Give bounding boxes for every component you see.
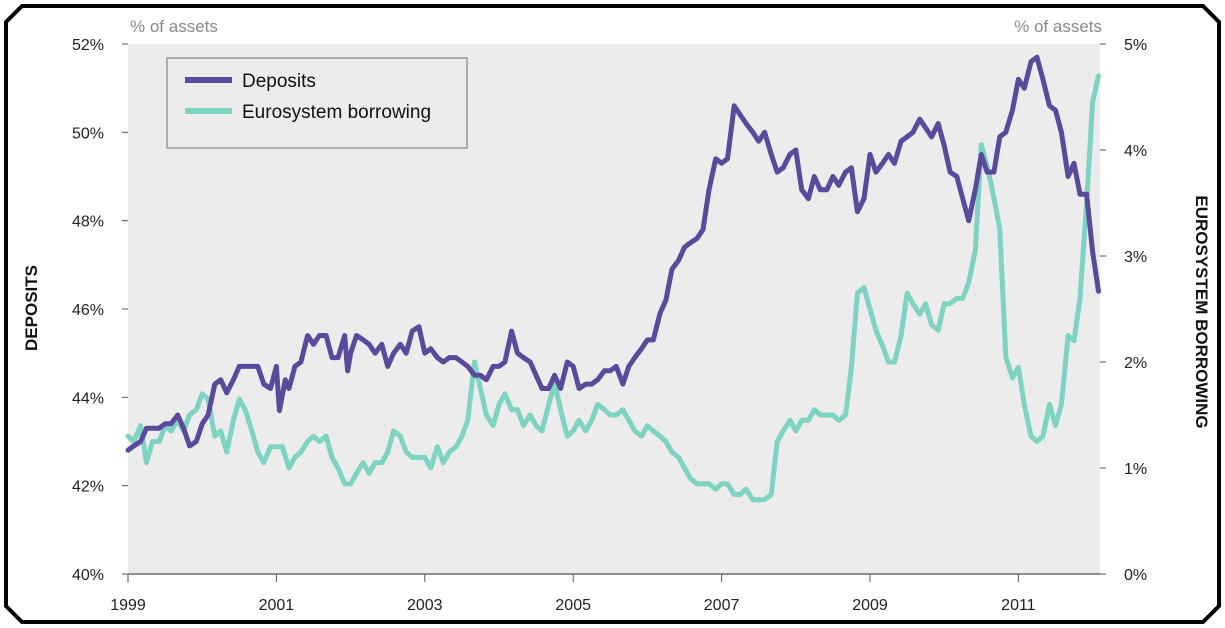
x-tick-label: 2011 xyxy=(1001,597,1036,614)
x-tick-label: 2009 xyxy=(852,597,888,614)
x-tick-label: 2007 xyxy=(704,597,740,614)
left-axis-ticks: 40% 42% 44% 46% 48% 50% 52% xyxy=(72,37,128,584)
right-tick-label: 3% xyxy=(1124,249,1147,266)
x-tick-label: 2001 xyxy=(259,597,295,614)
series-group xyxy=(125,54,1101,503)
left-tick-label: 40% xyxy=(72,567,104,584)
left-tick-label: 44% xyxy=(72,390,104,407)
x-tick-label: 2005 xyxy=(555,597,591,614)
legend-box xyxy=(166,57,468,149)
right-tick-label: 1% xyxy=(1124,461,1147,478)
left-tick-label: 52% xyxy=(72,37,104,54)
legend: Deposits Eurosystem borrowing xyxy=(166,57,468,149)
series-line-eurosystem-borrowing xyxy=(125,73,1101,503)
right-tick-label: 2% xyxy=(1124,355,1147,372)
left-tick-label: 42% xyxy=(72,479,104,496)
series-line-deposits xyxy=(125,54,1101,453)
legend-label-deposits: Deposits xyxy=(242,71,316,92)
right-unit-label: % of assets xyxy=(1014,17,1102,36)
left-tick-label: 46% xyxy=(72,302,104,319)
right-tick-label: 4% xyxy=(1124,143,1147,160)
x-axis-ticks: 1999 2001 2003 2005 2007 2009 2011 xyxy=(110,574,1036,614)
right-axis-title: EUROSYSTEM BORROWING xyxy=(1192,195,1211,428)
left-axis-title: DEPOSITS xyxy=(22,265,41,351)
right-tick-label: 5% xyxy=(1124,37,1147,54)
x-tick-label: 1999 xyxy=(110,597,146,614)
x-tick-label: 2003 xyxy=(407,597,443,614)
legend-label-eurosystem-borrowing: Eurosystem borrowing xyxy=(242,102,431,123)
left-tick-label: 48% xyxy=(72,214,104,231)
left-tick-label: 50% xyxy=(72,125,104,142)
right-axis-ticks: 0% 1% 2% 3% 4% 5% xyxy=(1100,37,1147,584)
right-tick-label: 0% xyxy=(1124,567,1147,584)
left-unit-label: % of assets xyxy=(130,17,218,36)
